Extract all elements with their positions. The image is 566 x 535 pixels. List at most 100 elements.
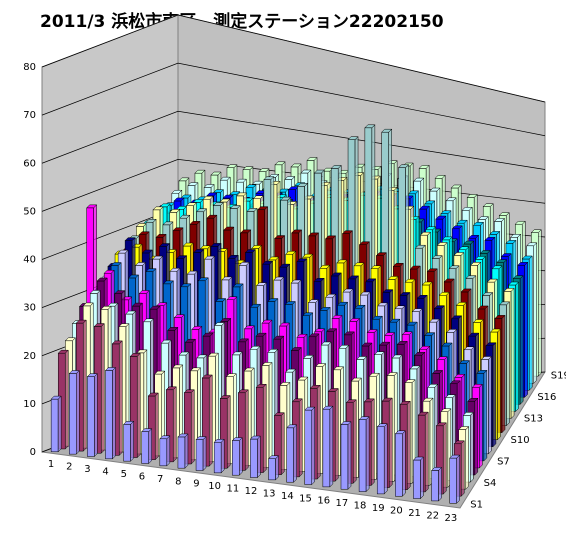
bar-top [477,216,489,220]
bar-top [471,384,483,388]
bar-front [232,440,240,476]
bar-top [322,405,334,410]
bar-top [273,335,285,340]
bar-side [538,229,542,377]
bar-top [399,400,411,405]
bar-top [438,292,450,296]
bar-side [311,406,316,486]
bar-top [203,184,215,188]
series-label: S16 [537,392,556,403]
bar-side [94,373,98,458]
bar-top [249,303,262,308]
bar-top [441,342,453,347]
bar-front [87,376,95,457]
bar-top [291,398,303,403]
bar-top [255,282,268,286]
chart-title: 2011/3 浜松市南区 測定ステーション22202150 [40,11,444,32]
bar-top [530,229,542,233]
bar-top [273,276,285,281]
bar-top [227,255,239,259]
bar-top [136,349,148,354]
bar-top [199,245,211,250]
bar-top [302,355,314,359]
bar-front [431,470,439,502]
bar-top [347,136,359,140]
bar-top [324,235,337,240]
bar-top [267,349,279,353]
series-label: S4 [484,478,497,489]
bar-top [345,399,357,403]
bar-top [195,208,208,213]
bar-top [300,169,312,174]
bar-side [460,440,465,497]
bar-top [220,318,232,322]
bar-top [201,374,213,379]
bar-top [370,265,382,269]
bar-top [417,411,429,416]
bar-top [306,157,318,161]
bar-side [515,281,519,413]
bar-top [414,244,426,249]
bar-top [461,207,473,211]
bar-side [329,405,334,488]
bar-top [368,372,380,377]
bar-side [501,314,506,434]
bar-top [50,395,62,400]
bar-top [206,192,218,197]
x-tick-label: 3 [84,464,90,475]
bar-top [507,281,520,286]
bar-top [440,210,452,214]
x-tick-label: 11 [226,484,239,495]
bar-top [428,318,441,323]
bar-top [231,351,243,356]
bar-top [325,293,337,298]
bar-top [162,221,174,226]
bar-top [342,288,354,293]
bar-top [458,360,471,364]
bar-top [493,218,506,222]
bar-top [486,278,498,283]
bar-top [149,305,161,310]
bar-top [75,319,87,324]
bar-top [526,242,538,247]
bar-top [313,169,325,174]
bar-top [381,397,393,402]
bar-top [110,262,122,266]
bar-top [226,296,238,300]
bar-top [307,232,320,237]
bar-top [320,341,332,346]
y-tick-label: 80 [23,62,36,73]
bar-top [476,370,488,374]
bar-top [387,276,399,280]
x-tick-label: 5 [121,469,127,480]
bar-top [377,302,389,307]
bar-top [411,308,423,312]
bar [213,438,225,474]
bar-side [402,430,406,497]
bar-top [111,340,123,345]
bar-top [431,255,443,259]
bar-top [118,323,130,327]
bar-top [212,189,225,193]
bar-top [249,435,262,440]
bar-top [249,345,261,350]
bar-top [407,190,420,195]
bar-side [506,301,510,427]
bar-top [267,298,279,302]
bar-top [458,426,470,430]
bar-top [255,384,267,388]
bar-top [291,229,303,234]
bar-top [279,382,291,386]
bar-top [183,389,195,393]
bar-top [378,341,391,346]
bar-top [315,363,327,367]
bar-top [381,128,393,133]
series-label: S7 [497,456,510,467]
bar-top [125,310,137,315]
bar-top [479,250,491,254]
bar-top [482,292,494,296]
bar-top [496,259,508,263]
bar-top [319,265,331,269]
bar-side [148,427,152,465]
